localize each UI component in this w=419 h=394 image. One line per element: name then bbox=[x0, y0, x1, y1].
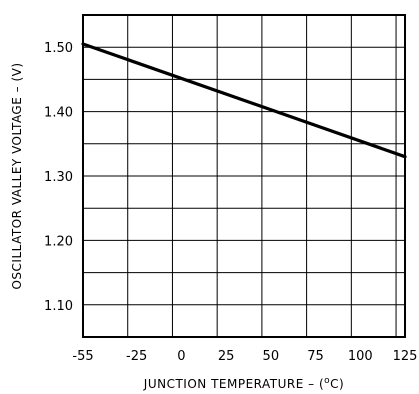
x-axis-label-post: C) bbox=[330, 377, 344, 391]
x-tick-label: 100 bbox=[348, 349, 373, 364]
x-tick-label: 50 bbox=[263, 349, 280, 364]
y-tick-label: 1.40 bbox=[44, 106, 73, 121]
x-tick-label: -25 bbox=[126, 349, 147, 364]
y-tick-labels: 1.10 1.20 1.30 1.40 1.50 bbox=[44, 41, 73, 314]
series-line bbox=[81, 42, 407, 159]
x-tick-label: 125 bbox=[393, 349, 418, 364]
x-axis-label-pre: JUNCTION TEMPERATURE – ( bbox=[143, 377, 324, 391]
y-axis-label: OSCILLATOR VALLEY VOLTAGE – (V) bbox=[10, 62, 24, 289]
y-tick-label: 1.30 bbox=[44, 170, 73, 185]
y-tick-label: 1.50 bbox=[44, 41, 73, 56]
x-tick-label: -55 bbox=[72, 349, 93, 364]
x-tick-label: 75 bbox=[307, 349, 324, 364]
series-group bbox=[81, 42, 407, 159]
y-tick-label: 1.10 bbox=[44, 299, 73, 314]
plot-frame bbox=[82, 14, 406, 338]
x-axis-label-degree: o bbox=[324, 376, 330, 386]
x-tick-label: 25 bbox=[218, 349, 235, 364]
y-tick-label: 1.20 bbox=[44, 234, 73, 249]
x-tick-labels: -55 -25 0 25 50 75 100 125 bbox=[72, 349, 417, 364]
x-axis-label: JUNCTION TEMPERATURE – (oC) bbox=[143, 376, 344, 391]
x-tick-label: 0 bbox=[177, 349, 185, 364]
